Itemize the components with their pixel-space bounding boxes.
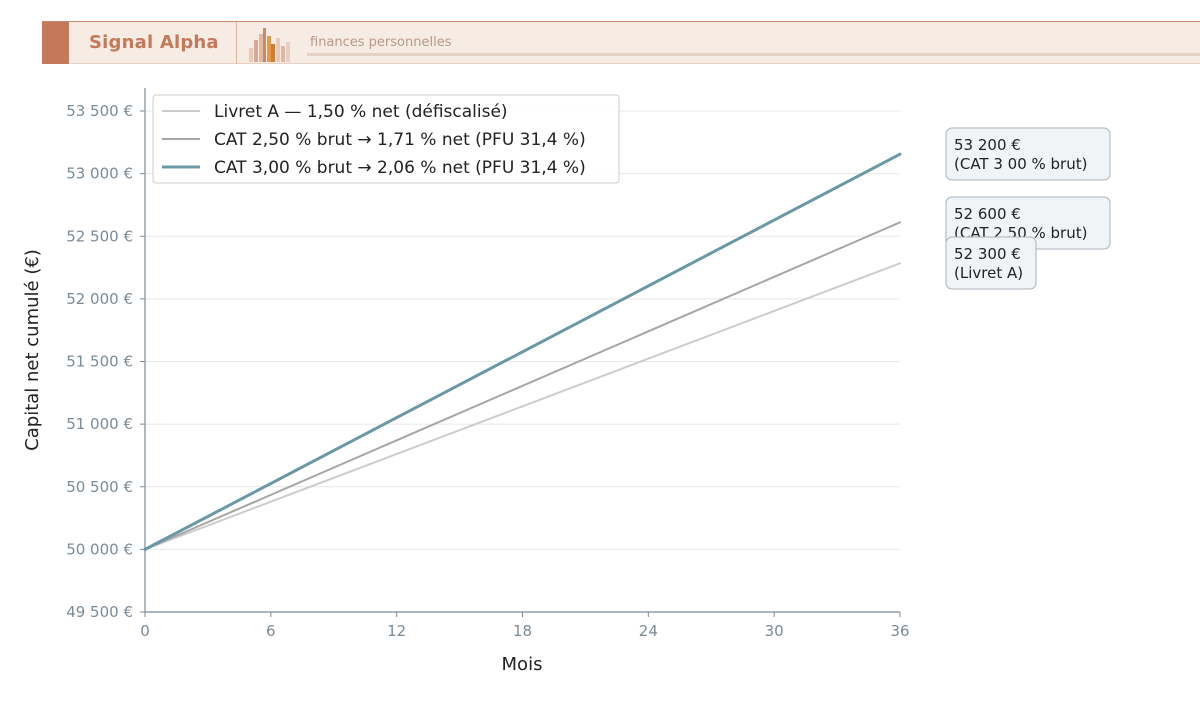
y-axis-title: Capital net cumulé (€)	[22, 249, 43, 451]
legend-label: CAT 3,00 % brut → 2,06 % net (PFU 31,4 %…	[214, 158, 586, 178]
y-tick-label: 50 000 €	[66, 540, 133, 558]
x-tick-label: 0	[140, 622, 150, 640]
legend-label: CAT 2,50 % brut → 1,71 % net (PFU 31,4 %…	[214, 130, 586, 150]
annotation-box	[945, 127, 1111, 181]
site-header: Signal Alpha finances personnelles	[42, 21, 1200, 64]
end-value-annotations: 53 200 €(CAT 3 00 % brut)52 600 €(CAT 2 …	[945, 127, 1111, 290]
header-separator	[236, 22, 237, 64]
bar-chart-logo-icon	[249, 28, 290, 62]
header-tagline: finances personnelles	[310, 35, 452, 50]
annotation-text: 52 300 €	[954, 245, 1021, 263]
y-tick-label: 52 500 €	[66, 227, 133, 245]
x-tick-label: 18	[513, 622, 532, 640]
legend-label: Livret A — 1,50 % net (défiscalisé)	[214, 102, 508, 122]
y-tick-label: 51 500 €	[66, 353, 133, 371]
annotation-callout: 53 200 €(CAT 3 00 % brut)	[945, 127, 1111, 181]
series-line-1	[144, 262, 901, 551]
x-tick-label: 6	[266, 622, 276, 640]
x-axis-title: Mois	[502, 654, 543, 675]
annotation-text: (CAT 3 00 % brut)	[954, 155, 1087, 173]
y-ticks: 49 500 € 50 000 € 50 500 € 51 000 € 51 500 €…	[66, 102, 145, 621]
series-line-2	[144, 221, 901, 551]
brand-name[interactable]: Signal Alpha	[89, 32, 219, 53]
y-tick-label: 51 000 €	[66, 415, 133, 433]
legend-box	[152, 94, 620, 184]
y-tick-label: 53 500 €	[66, 102, 133, 120]
y-tick-label: 49 500 €	[66, 603, 133, 621]
legend: Livret A — 1,50 % net (défiscalisé) CAT 2…	[152, 94, 620, 184]
x-tick-label: 36	[890, 622, 909, 640]
y-tick-label: 52 000 €	[66, 290, 133, 308]
annotation-text: 53 200 €	[954, 136, 1021, 154]
x-ticks: 0 6 12 18 24 30 36	[140, 612, 910, 640]
series-line-3	[143, 152, 902, 551]
annotation-text: 52 600 €	[954, 205, 1021, 223]
annotation-callout: 52 300 €(Livret A)	[945, 236, 1037, 290]
x-tick-label: 24	[639, 622, 658, 640]
annotation-text: (Livret A)	[954, 264, 1023, 282]
y-tick-label: 53 000 €	[66, 165, 133, 183]
series-lines	[143, 152, 902, 551]
annotation-box	[945, 236, 1037, 290]
x-tick-label: 30	[765, 622, 784, 640]
y-tick-label: 50 500 €	[66, 478, 133, 496]
x-tick-label: 12	[387, 622, 406, 640]
brand-swatch	[42, 22, 69, 64]
header-rule	[307, 53, 1200, 56]
